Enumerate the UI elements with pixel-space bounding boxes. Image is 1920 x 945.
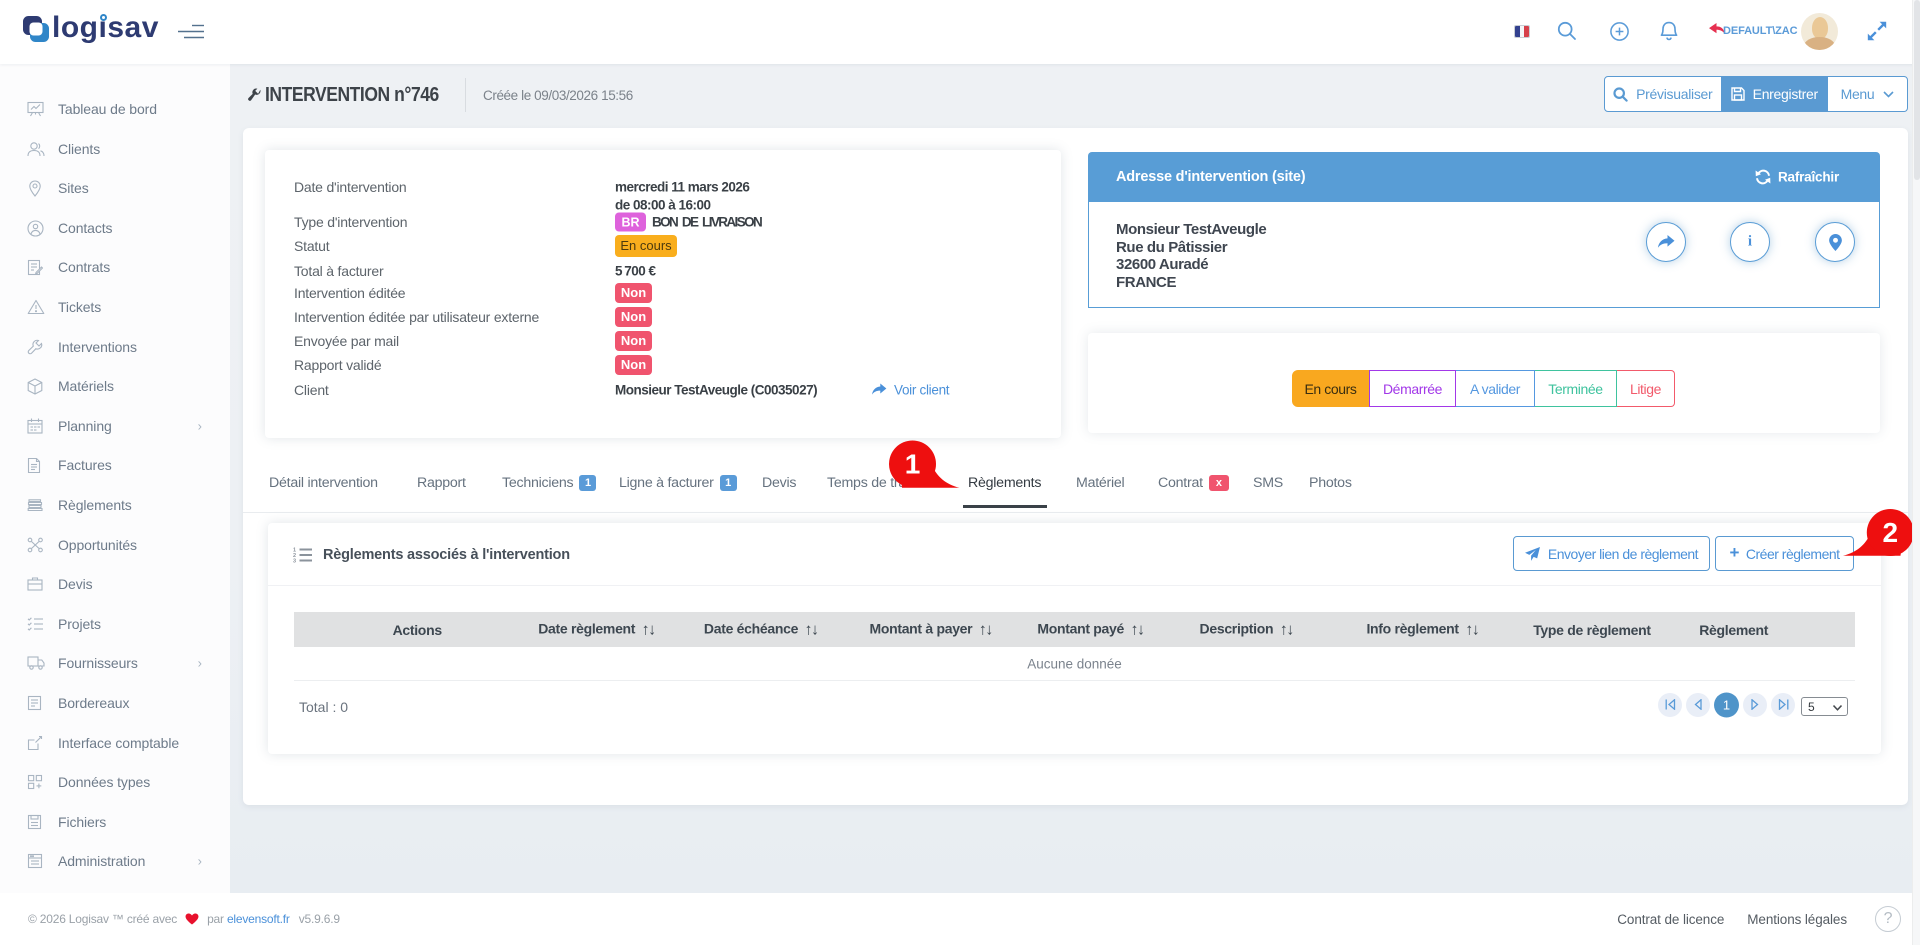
svg-text:2: 2 [293, 553, 296, 559]
svg-text:3: 3 [293, 559, 296, 564]
svg-text:1: 1 [293, 548, 296, 554]
